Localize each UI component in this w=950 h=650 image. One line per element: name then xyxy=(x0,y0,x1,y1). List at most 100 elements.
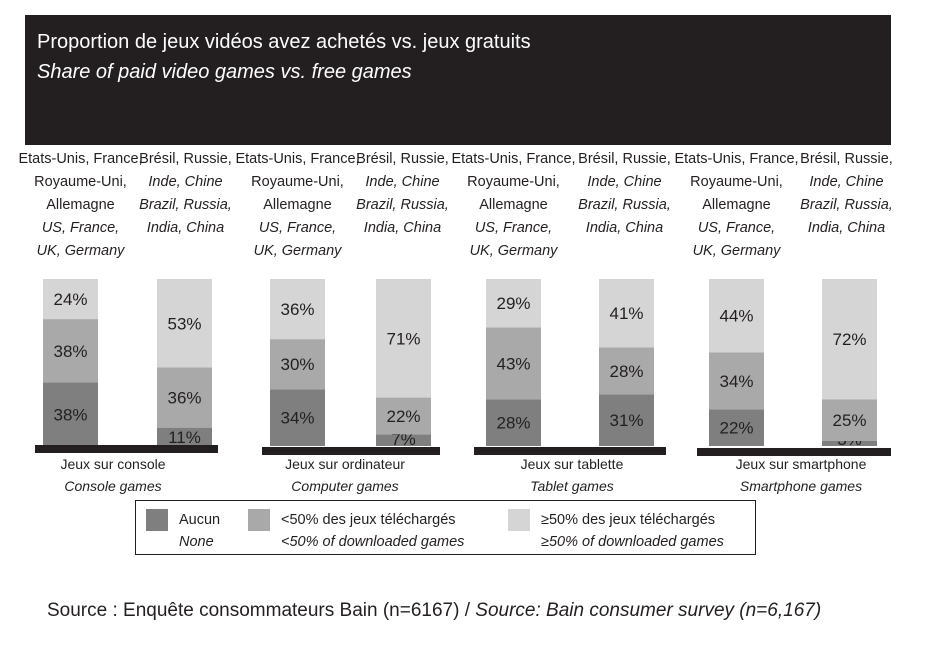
data-label-lt50-1-0: 30% xyxy=(280,355,314,374)
data-label-ge50-1-1: 71% xyxy=(386,329,420,348)
bar-segment-none-0-0 xyxy=(43,382,98,446)
legend-label-lt50-en: <50% of downloaded games xyxy=(281,534,465,550)
bar-segment-lt50-0-1 xyxy=(157,367,212,428)
group-label-line-1: Brésil, Russie, xyxy=(800,151,893,167)
category-label-fr: Jeux sur console xyxy=(60,456,166,472)
group-label-line-1: Brésil, Russie, xyxy=(578,151,671,167)
category-label-en: Console games xyxy=(64,478,162,494)
group-label-line-5: UK, Germany xyxy=(36,243,125,259)
group-label-line-3: Brazil, Russia, xyxy=(139,197,232,213)
bar-segment-ge50-2-0 xyxy=(486,279,541,328)
source-note: Source : Enquête consommateurs Bain (n=6… xyxy=(47,600,821,622)
group-label-line-4: US, France, xyxy=(697,220,776,236)
bar-segment-ge50-0-0 xyxy=(43,279,98,320)
group-label-line-3: Allemagne xyxy=(46,197,115,213)
baseline-2 xyxy=(474,447,666,455)
category-label-fr: Jeux sur ordinateur xyxy=(285,456,405,472)
data-label-ge50-0-1: 53% xyxy=(167,314,201,333)
group-label-line-1: Etats-Unis, France, xyxy=(674,151,799,167)
data-label-none-1-1: 7% xyxy=(391,430,416,449)
group-label-line-2: Royaume-Uni, xyxy=(34,174,127,190)
group-label-line-2: Royaume-Uni, xyxy=(467,174,560,190)
legend-swatch-ge50 xyxy=(508,509,530,531)
legend: Aucun None <50% des jeux téléchargés <50… xyxy=(135,500,756,555)
bar-segment-none-0-1 xyxy=(157,427,212,446)
bar-segment-none-3-1 xyxy=(822,440,877,446)
bar-segment-lt50-0-0 xyxy=(43,319,98,383)
chart-subtitle: Share of paid video games vs. free games xyxy=(37,61,412,83)
baseline-3 xyxy=(697,448,891,456)
legend-label-lt50-fr: <50% des jeux téléchargés xyxy=(281,512,456,528)
group-label-line-4: India, China xyxy=(363,220,442,236)
data-label-lt50-0-1: 36% xyxy=(167,389,201,408)
group-label-line-4: US, France, xyxy=(41,220,120,236)
data-label-none-0-1: 11% xyxy=(168,428,201,447)
data-label-lt50-0-0: 38% xyxy=(53,342,87,361)
legend-label-none-fr: Aucun xyxy=(179,512,221,528)
data-label-ge50-0-0: 24% xyxy=(53,290,87,309)
group-label-line-4: US, France, xyxy=(258,220,337,236)
category-label-fr: Jeux sur smartphone xyxy=(735,456,867,472)
group-label-bric-2: Brésil, Russie, Inde, Chine Brazil, Russia… xyxy=(562,148,687,240)
category-label-1: Jeux sur ordinateur Computer games xyxy=(255,453,435,497)
legend-label-ge50-en: ≥50% of downloaded games xyxy=(541,534,724,550)
bar-segment-ge50-3-0 xyxy=(709,279,764,353)
data-label-lt50-2-1: 28% xyxy=(609,362,643,381)
group-label-line-1: Etats-Unis, France, xyxy=(18,151,143,167)
baseline-1 xyxy=(262,447,440,455)
baseline-0 xyxy=(35,445,218,453)
stacked-bar-chart: 38% 38% 24% 11% 36% 53% 34% 30% 36% 7% 22% 71% 28% 43… xyxy=(35,279,891,456)
group-label-bric-0: Brésil, Russie, Inde, Chine Brazil, Russia… xyxy=(123,148,248,240)
group-label-line-3: Brazil, Russia, xyxy=(356,197,449,213)
legend-label-none-en: None xyxy=(179,534,214,550)
group-label-bric-1: Brésil, Russie, Inde, Chine Brazil, Russia… xyxy=(340,148,465,240)
data-label-ge50-2-1: 41% xyxy=(609,304,643,323)
data-label-ge50-3-1: 72% xyxy=(832,330,866,349)
group-label-line-1: Brésil, Russie, xyxy=(139,151,232,167)
group-label-developed-0: Etats-Unis, France, Royaume-Uni, Allemagne… xyxy=(18,148,143,263)
bar-segment-none-1-0 xyxy=(270,389,325,446)
data-label-lt50-1-1: 22% xyxy=(386,407,420,426)
data-label-lt50-3-0: 34% xyxy=(719,372,753,391)
bar-segment-ge50-3-1 xyxy=(822,279,877,400)
data-label-ge50-1-0: 36% xyxy=(280,300,314,319)
group-label-bric-3: Brésil, Russie, Inde, Chine Brazil, Russia… xyxy=(784,148,909,240)
category-label-0: Jeux sur console Console games xyxy=(23,453,203,497)
legend-label-ge50-fr: ≥50% des jeux téléchargés xyxy=(541,512,716,528)
data-label-none-1-0: 34% xyxy=(280,409,314,428)
bar-segment-none-2-0 xyxy=(486,399,541,446)
category-label-en: Computer games xyxy=(291,478,399,494)
group-label-line-1: Brésil, Russie, xyxy=(356,151,449,167)
bar-segment-none-1-1 xyxy=(376,434,431,446)
bar-segment-lt50-3-1 xyxy=(822,399,877,441)
category-label-2: Jeux sur tablette Tablet games xyxy=(482,453,662,497)
group-label-line-3: Allemagne xyxy=(479,197,548,213)
bar-segment-lt50-1-1 xyxy=(376,397,431,435)
category-label-3: Jeux sur smartphone Smartphone games xyxy=(711,453,891,497)
bar-segment-lt50-2-1 xyxy=(599,347,654,395)
chart-title: Proportion de jeux vidéos avez achetés v… xyxy=(37,31,531,53)
data-label-none-0-0: 38% xyxy=(53,405,87,424)
group-label-line-2: Inde, Chine xyxy=(148,174,223,190)
group-label-line-4: India, China xyxy=(585,220,664,236)
legend-swatch-lt50 xyxy=(248,509,270,531)
category-label-fr: Jeux sur tablette xyxy=(520,456,624,472)
bar-segment-ge50-2-1 xyxy=(599,279,654,348)
data-label-lt50-2-0: 43% xyxy=(496,354,530,373)
category-label-en: Smartphone games xyxy=(739,478,863,494)
data-label-none-2-1: 31% xyxy=(609,411,643,430)
data-label-ge50-3-0: 44% xyxy=(719,307,753,326)
group-label-line-3: Allemagne xyxy=(702,197,771,213)
group-label-line-2: Royaume-Uni, xyxy=(690,174,783,190)
category-label-en: Tablet games xyxy=(530,478,614,494)
data-label-ge50-2-0: 29% xyxy=(496,294,530,313)
group-label-line-1: Etats-Unis, France, xyxy=(451,151,576,167)
bar-segment-ge50-1-1 xyxy=(376,279,431,398)
group-label-line-4: India, China xyxy=(807,220,886,236)
group-label-developed-1: Etats-Unis, France, Royaume-Uni, Allemagne… xyxy=(235,148,360,263)
group-label-line-2: Royaume-Uni, xyxy=(251,174,344,190)
source-en: Source: Bain consumer survey (n=6,167) xyxy=(475,600,822,621)
data-label-none-2-0: 28% xyxy=(496,414,530,433)
bar-segment-none-2-1 xyxy=(599,394,654,446)
group-label-line-4: India, China xyxy=(146,220,225,236)
